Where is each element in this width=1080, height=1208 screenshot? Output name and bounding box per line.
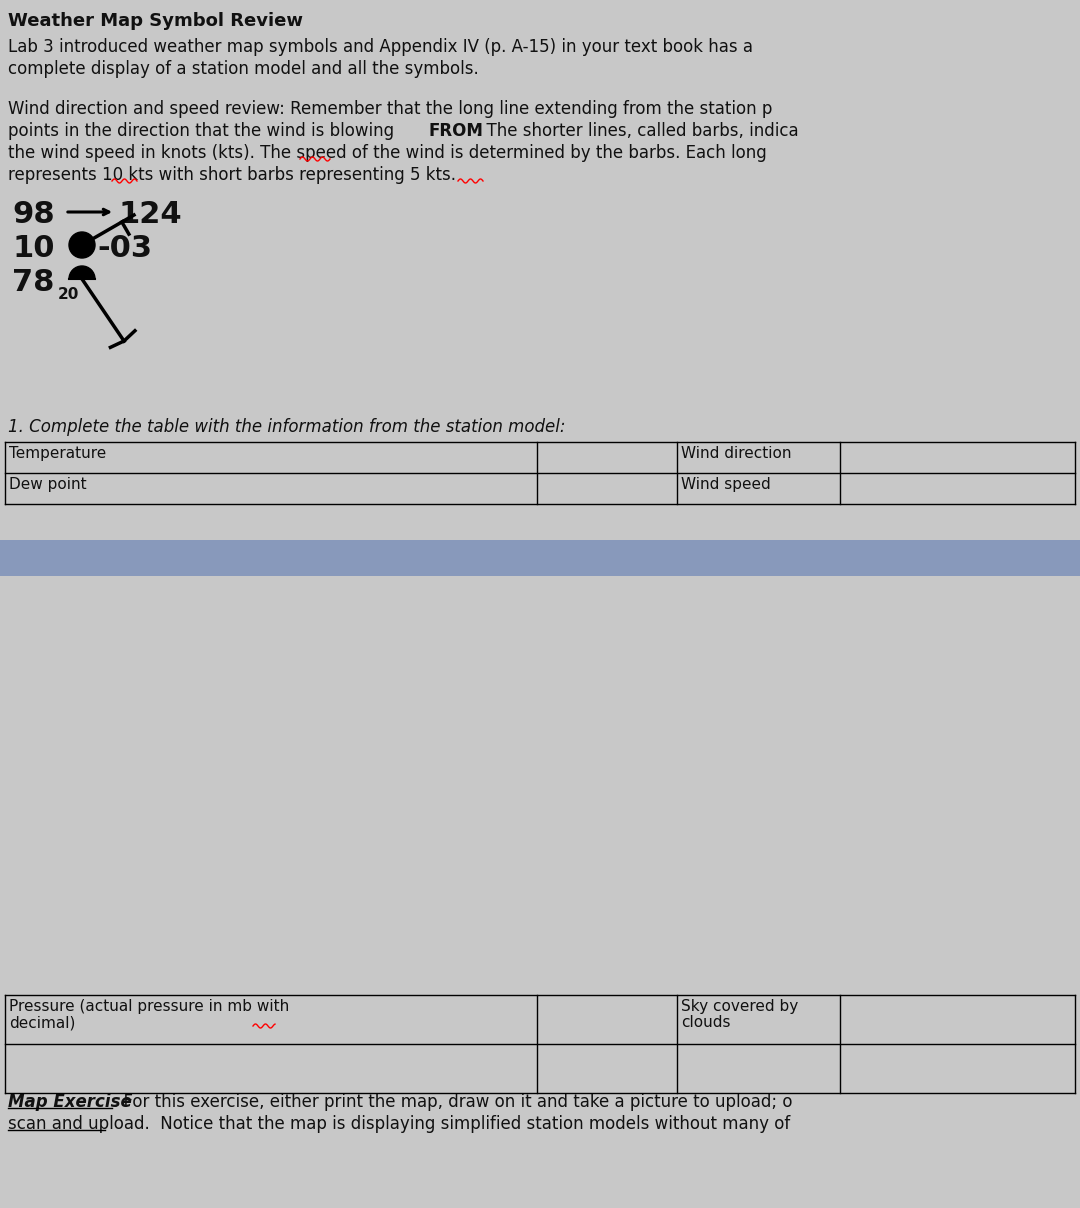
Text: . For this exercise, either print the map, draw on it and take a picture to uplo: . For this exercise, either print the ma… — [113, 1093, 793, 1111]
Text: decimal): decimal) — [9, 1015, 76, 1030]
Text: Wind speed: Wind speed — [681, 477, 771, 492]
Text: 10: 10 — [12, 234, 54, 263]
Text: 124: 124 — [118, 201, 181, 230]
Text: scan and upload.  Notice that the map is displaying simplified station models wi: scan and upload. Notice that the map is … — [8, 1115, 791, 1133]
Text: . The shorter lines, called barbs, indica: . The shorter lines, called barbs, indic… — [476, 122, 798, 140]
Text: 78: 78 — [12, 268, 54, 297]
Text: 98: 98 — [12, 201, 55, 230]
Text: -03: -03 — [97, 234, 152, 263]
Text: Map Exercise: Map Exercise — [8, 1093, 132, 1111]
Text: clouds: clouds — [681, 1015, 730, 1030]
Text: Dew point: Dew point — [9, 477, 86, 492]
Text: represents 10 kts with short barbs representing 5 kts.: represents 10 kts with short barbs repre… — [8, 165, 456, 184]
Text: Wind direction: Wind direction — [681, 446, 792, 461]
Text: Temperature: Temperature — [9, 446, 106, 461]
Text: 20: 20 — [58, 288, 79, 302]
Text: Sky covered by: Sky covered by — [681, 999, 798, 1014]
Circle shape — [69, 232, 95, 259]
Text: complete display of a station model and all the symbols.: complete display of a station model and … — [8, 60, 478, 79]
Text: FROM: FROM — [429, 122, 484, 140]
Text: Pressure (actual pressure in mb with: Pressure (actual pressure in mb with — [9, 999, 289, 1014]
FancyBboxPatch shape — [0, 540, 1080, 576]
Text: the wind speed in knots (kts). The speed of the wind is determined by the barbs.: the wind speed in knots (kts). The speed… — [8, 144, 767, 162]
Text: Wind direction and speed review: Remember that the long line extending from the : Wind direction and speed review: Remembe… — [8, 100, 772, 118]
Wedge shape — [69, 266, 95, 279]
Text: Weather Map Symbol Review: Weather Map Symbol Review — [8, 12, 303, 30]
Text: 1. Complete the table with the information from the station model:: 1. Complete the table with the informati… — [8, 418, 566, 436]
Text: points in the direction that the wind is blowing: points in the direction that the wind is… — [8, 122, 400, 140]
Text: Lab 3 introduced weather map symbols and Appendix IV (p. A-15) in your text book: Lab 3 introduced weather map symbols and… — [8, 37, 753, 56]
